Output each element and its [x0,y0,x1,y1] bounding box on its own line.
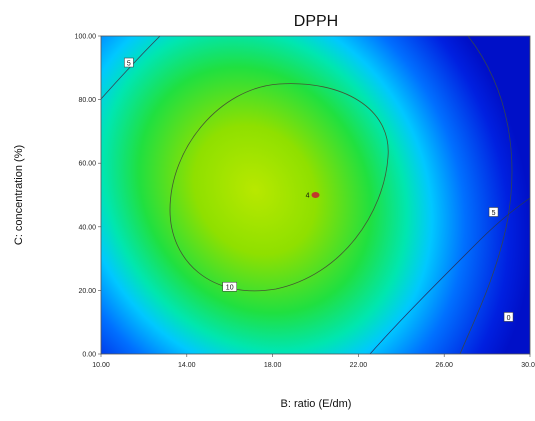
design-point-group: 4 [306,192,320,200]
contour-line-0-lower-right [369,197,530,354]
design-point [311,192,320,198]
contour-labels: 5 10 5 0 [124,57,514,322]
x-tick-label-4: 26.00 [435,362,453,369]
y-tick-label-5: 100.00 [75,34,97,41]
y-tick-label-1: 20.00 [78,288,96,295]
y-tick-label-4: 80.00 [78,97,96,104]
plot-frame [100,35,531,355]
contour-line-10 [169,83,389,292]
y-axis-label: C: concentration (%) [13,145,25,245]
x-tick-label-2: 18.00 [264,362,282,369]
y-tick-label-0: 0.00 [82,352,96,359]
x-axis-ticks: 10.00 14.00 18.00 22.00 26.00 30.00 [92,354,535,369]
contour-line-5-right [459,36,513,354]
y-tick-label-3: 60.00 [78,161,96,168]
contour-lines [101,36,530,354]
contour-label-box-2 [488,207,499,217]
design-point-label: 4 [306,193,310,200]
x-tick-label-1: 14.00 [178,362,196,369]
chart-title: DPPH [294,13,338,30]
x-tick-label-3: 22.00 [350,362,368,369]
contour-label-3: 0 [507,315,511,322]
contour-line-5-upper-left [101,36,161,100]
x-tick-label-0: 10.00 [92,362,110,369]
contour-label-1: 10 [226,285,234,292]
contour-label-box-0 [124,57,134,68]
contour-label-2: 5 [492,210,496,217]
contour-label-box-3 [503,312,514,322]
y-tick-label-2: 40.00 [78,224,96,231]
x-axis-label: B: ratio (E/dm) [281,398,352,410]
contour-label-0: 5 [127,61,131,68]
y-axis-ticks: 0.00 20.00 40.00 60.00 80.00 100.00 [75,34,101,359]
x-tick-label-5: 30.00 [521,362,535,369]
contour-label-box-1 [222,281,237,292]
